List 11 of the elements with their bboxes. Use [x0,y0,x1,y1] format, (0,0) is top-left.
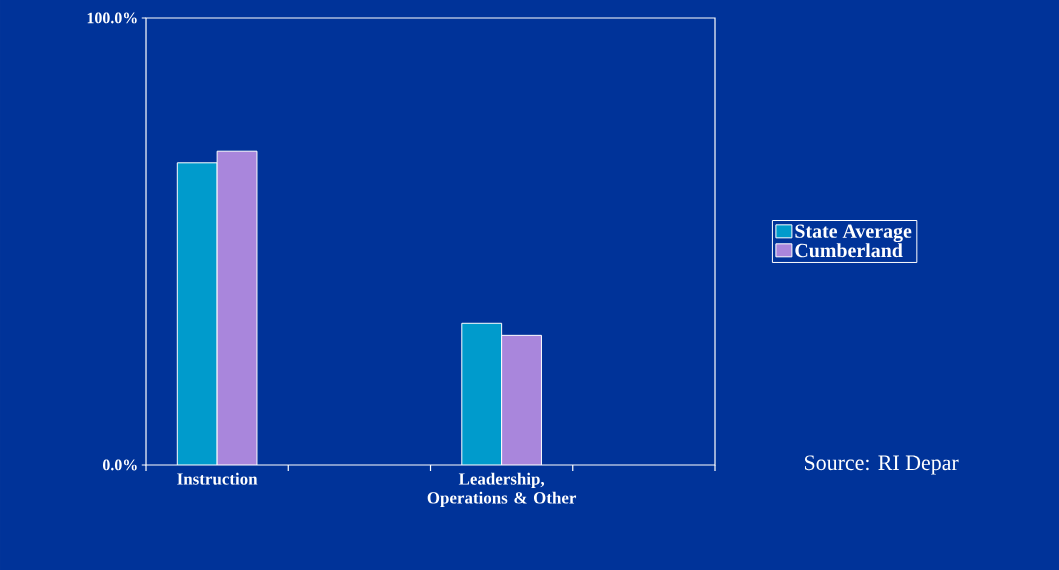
x-tick-label: Leadership, Operations & Other [427,472,577,508]
source-note: Source: RI Depar [804,455,959,475]
bar [176,162,218,465]
bar [461,322,503,465]
legend-label: State Average [795,224,912,243]
bar [216,150,258,465]
legend-label: Cumberland [795,243,903,258]
x-tick-label: Instruction [177,472,258,485]
y-tick-label: 0.0% [102,459,137,471]
bar [501,334,542,465]
y-tick-label: 100.0% [87,12,137,24]
